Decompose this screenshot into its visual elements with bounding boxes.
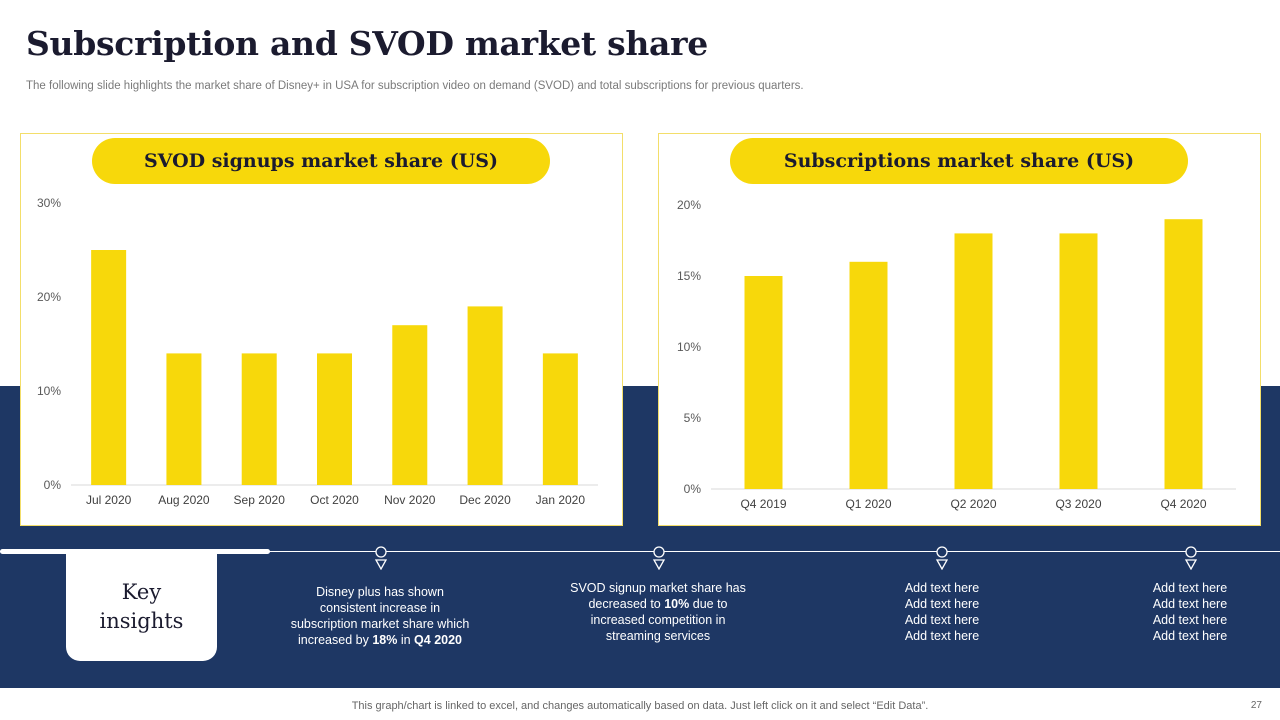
insight-3-line: Add text here bbox=[904, 581, 980, 595]
insight-3-line: Add text here bbox=[904, 629, 980, 643]
bar-q4-2020 bbox=[1164, 219, 1203, 489]
page-number: 27 bbox=[1250, 700, 1262, 711]
insight-1-highlight-quarter: Q4 2020 bbox=[414, 633, 463, 647]
insight-2: SVOD signup market share has decreased t… bbox=[548, 580, 768, 644]
insight-4-line: Add text here bbox=[1152, 581, 1228, 595]
bar-q3-2020 bbox=[1059, 233, 1098, 489]
insight-2-line4: streaming services bbox=[605, 629, 711, 643]
insight-3-line: Add text here bbox=[904, 613, 980, 627]
insight-1-line1: Disney plus has shown bbox=[316, 585, 444, 599]
chart-title-subscriptions: Subscriptions market share (US) bbox=[730, 138, 1188, 184]
y-tick-label: 0% bbox=[44, 478, 62, 492]
bar-q1-2020 bbox=[849, 261, 888, 489]
page-subtitle: The following slide highlights the marke… bbox=[26, 80, 804, 92]
key-insights-line1: Key bbox=[121, 579, 162, 604]
bar-sep-2020 bbox=[241, 353, 277, 485]
x-tick-label: Q3 2020 bbox=[1055, 497, 1101, 511]
insight-2-line1: SVOD signup market share has bbox=[570, 581, 746, 595]
bar-oct-2020 bbox=[317, 353, 352, 485]
x-tick-label: Q2 2020 bbox=[950, 497, 996, 511]
bar-dec-2020 bbox=[467, 306, 503, 485]
insight-4-line: Add text here bbox=[1152, 597, 1228, 611]
timeline-marker-icon bbox=[935, 546, 949, 570]
bar-jul-2020 bbox=[91, 250, 127, 485]
x-tick-label: Jan 2020 bbox=[536, 493, 586, 507]
y-tick-label: 30% bbox=[37, 196, 61, 210]
bar-jan-2020 bbox=[542, 353, 578, 485]
timeline-marker-icon bbox=[374, 546, 388, 570]
insight-1: Disney plus has shown consistent increas… bbox=[270, 584, 490, 648]
y-tick-label: 10% bbox=[677, 340, 701, 354]
y-tick-label: 15% bbox=[677, 269, 701, 283]
insight-4-line: Add text here bbox=[1152, 629, 1228, 643]
y-tick-label: 20% bbox=[677, 198, 701, 212]
x-tick-label: Oct 2020 bbox=[310, 493, 359, 507]
insight-3-line: Add text here bbox=[904, 597, 980, 611]
footer-note: This graph/chart is linked to excel, and… bbox=[351, 700, 929, 712]
x-tick-label: Jul 2020 bbox=[86, 493, 132, 507]
y-tick-label: 5% bbox=[684, 411, 702, 425]
insight-1-line4: increased by 18% in Q4 2020 bbox=[297, 633, 463, 647]
y-tick-label: 0% bbox=[684, 482, 702, 496]
chart-title-svod-signups: SVOD signups market share (US) bbox=[92, 138, 550, 184]
bar-q4-2019 bbox=[744, 276, 783, 489]
x-tick-label: Aug 2020 bbox=[158, 493, 210, 507]
bar-nov-2020 bbox=[392, 325, 428, 485]
key-insights-label: Key insights bbox=[66, 552, 217, 661]
x-tick-label: Q4 2020 bbox=[1160, 497, 1206, 511]
insight-2-line3: increased competition in bbox=[590, 613, 726, 627]
timeline-progress bbox=[0, 549, 270, 554]
timeline-marker-icon bbox=[1184, 546, 1198, 570]
chart-panel-svod-signups: 0% 10% 20% 30% Jul 2020 Aug 2020 Sep 2020 Oct 2… bbox=[20, 133, 623, 526]
insight-1-highlight: 18% bbox=[372, 633, 398, 647]
insight-2-highlight: 10% bbox=[664, 597, 690, 611]
bar-aug-2020 bbox=[166, 353, 202, 485]
x-tick-label: Dec 2020 bbox=[459, 493, 511, 507]
y-tick-label: 20% bbox=[37, 290, 61, 304]
chart-svod-signups[interactable]: 0% 10% 20% 30% Jul 2020 Aug 2020 Sep 2020 Oct 2… bbox=[21, 134, 622, 525]
insight-2-line2: decreased to 10% due to bbox=[588, 597, 728, 611]
page-title: Subscription and SVOD market share bbox=[26, 24, 708, 63]
x-tick-label: Q1 2020 bbox=[845, 497, 891, 511]
insight-1-line3: subscription market share which bbox=[290, 617, 470, 631]
bar-q2-2020 bbox=[954, 233, 993, 489]
chart-subscriptions[interactable]: 0% 5% 10% 15% 20% Q4 2019 Q1 2020 Q2 2020 Q3 202… bbox=[659, 134, 1260, 525]
key-insights-line2: insights bbox=[99, 608, 184, 633]
insight-1-line2: consistent increase in bbox=[319, 601, 441, 615]
timeline-line bbox=[0, 551, 1280, 552]
timeline-marker-icon bbox=[652, 546, 666, 570]
x-tick-label: Q4 2019 bbox=[740, 497, 786, 511]
chart-panel-subscriptions: 0% 5% 10% 15% 20% Q4 2019 Q1 2020 Q2 2020 Q3 202… bbox=[658, 133, 1261, 526]
insight-4-line: Add text here bbox=[1152, 613, 1228, 627]
y-tick-label: 10% bbox=[37, 384, 61, 398]
x-tick-label: Sep 2020 bbox=[234, 493, 286, 507]
x-tick-label: Nov 2020 bbox=[384, 493, 436, 507]
insight-3: Add text here Add text here Add text her… bbox=[862, 580, 1022, 644]
insight-4: Add text here Add text here Add text her… bbox=[1110, 580, 1270, 644]
